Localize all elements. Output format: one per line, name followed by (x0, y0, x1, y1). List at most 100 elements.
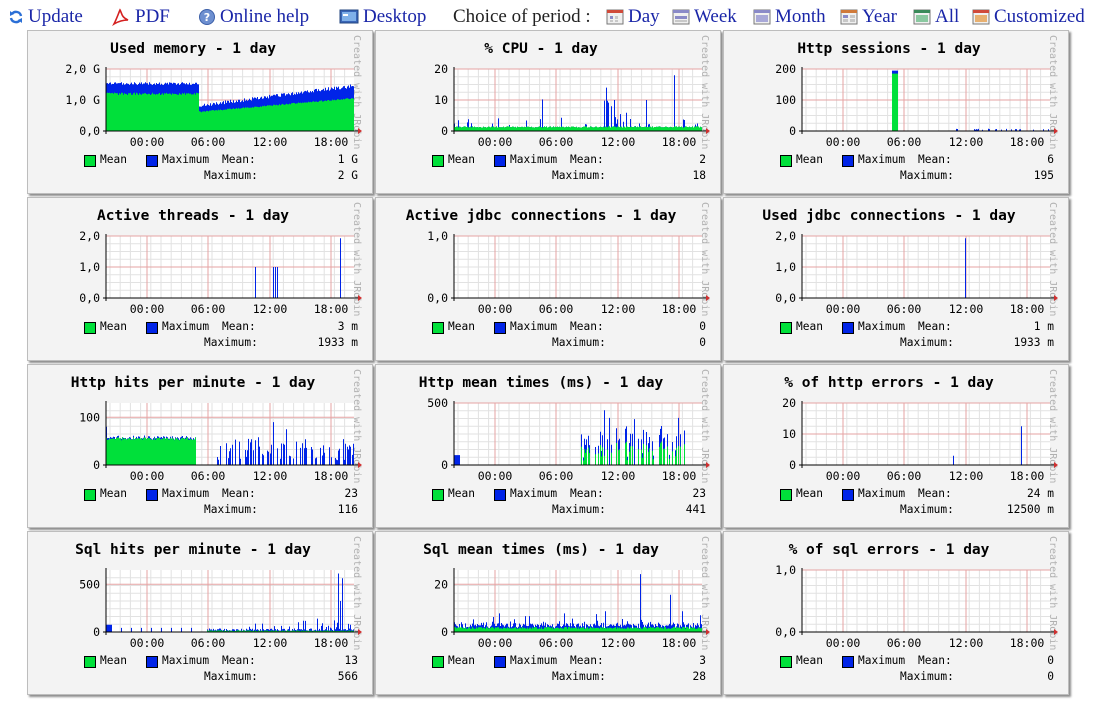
x-tick-label: 18:00 (662, 302, 697, 316)
chart-panel-sql-mean-times[interactable]: Sql mean times (ms) - 1 day Created with … (375, 531, 721, 695)
update-link[interactable]: Update (8, 5, 83, 29)
legend-maximum-label: Maximum (858, 487, 906, 500)
chart-panel-used-memory[interactable]: Used memory - 1 day Created with JRobin 00… (27, 30, 373, 194)
mean-value-label: Mean: (570, 320, 604, 333)
x-tick-label: 12:00 (949, 469, 984, 483)
y-tick-label: 10 (782, 427, 796, 441)
chart-panel-http-errors[interactable]: % of http errors - 1 day Created with JRo… (723, 364, 1069, 528)
legend-maximum-label: Maximum (510, 320, 558, 333)
x-axis-arrow (706, 462, 710, 468)
y-tick-label: 100 (775, 93, 796, 107)
x-axis-arrow (358, 295, 362, 301)
chart-legend: Mean Maximum Mean: 1 G Maximum: 2 G (84, 153, 364, 189)
chart-panel-cpu[interactable]: % CPU - 1 day Created with JRobin 00:00 06:… (375, 30, 721, 194)
chart-graph: 00:00 06:00 12:00 18:00 0 500 (427, 396, 710, 483)
online-help-link[interactable]: ? Online help (198, 5, 309, 29)
chart-panel-http-hits[interactable]: Http hits per minute - 1 day Created with… (27, 364, 373, 528)
jrobin-watermark: Created with JRobin (699, 35, 710, 150)
chart-graph: 00:00 06:00 12:00 18:00 0,0 1,0 2,0 (79, 229, 362, 316)
legend-maximum-label: Maximum (858, 654, 906, 667)
chart-title: Used jdbc connections - 1 day (762, 208, 1016, 224)
legend-maximum-label: Maximum (858, 320, 906, 333)
x-tick-label: 18:00 (1010, 636, 1045, 650)
y-tick-label: 2,0 (775, 229, 796, 243)
x-axis-arrow (1054, 295, 1058, 301)
x-tick-label: 06:00 (191, 302, 226, 316)
y-tick-label: 0 (93, 458, 100, 472)
desktop-link[interactable]: Desktop (339, 5, 426, 29)
chart-panel-http-mean-times[interactable]: Http mean times (ms) - 1 day Created with… (375, 364, 721, 528)
period-all[interactable]: All (913, 5, 959, 29)
mean-value-label: Mean: (918, 320, 952, 333)
period-day[interactable]: Day (606, 5, 660, 29)
chart-title: Http mean times (ms) - 1 day (418, 375, 664, 391)
x-tick-label: 18:00 (1010, 302, 1045, 316)
mean-value-label: Mean: (570, 153, 604, 166)
period-week[interactable]: Week (672, 5, 737, 29)
chart-panel-sql-errors[interactable]: % of sql errors - 1 day Created with JRob… (723, 531, 1069, 695)
x-tick-label: 06:00 (191, 469, 226, 483)
chart-panel-used-jdbc[interactable]: Used jdbc connections - 1 day Created wit… (723, 197, 1069, 361)
mean-series (454, 626, 702, 632)
legend-mean-label: Mean (448, 153, 475, 166)
maximum-swatch (494, 656, 506, 668)
mean-value: 6 (1047, 153, 1054, 166)
x-tick-label: 00:00 (130, 135, 165, 149)
y-tick-label: 0,0 (427, 291, 448, 305)
jrobin-watermark: Created with JRobin (699, 202, 710, 317)
legend-mean-label: Mean (796, 153, 823, 166)
chart-graph: 00:00 06:00 12:00 18:00 0 10 20 (782, 396, 1058, 483)
x-tick-label: 00:00 (478, 135, 513, 149)
x-tick-label: 00:00 (826, 469, 861, 483)
x-tick-label: 18:00 (1010, 469, 1045, 483)
legend-maximum-label: Maximum (162, 320, 210, 333)
chart-panel-active-threads[interactable]: Active threads - 1 day Created with JRobi… (27, 197, 373, 361)
mean-series (454, 441, 702, 465)
legend-mean-label: Mean (448, 487, 475, 500)
maximum-value: 0 (699, 336, 706, 349)
x-tick-label: 06:00 (191, 135, 226, 149)
chart-legend: Mean Maximum Mean: 13 Maximum: 566 (84, 654, 364, 690)
chart-title: % of http errors - 1 day (784, 375, 994, 391)
chart-legend: Mean Maximum Mean: 0 Maximum: 0 (780, 654, 1060, 690)
maximum-value-label: Maximum: (900, 670, 954, 683)
maximum-value-label: Maximum: (552, 336, 606, 349)
y-tick-label: 1,0 (427, 229, 448, 243)
maximum-swatch (146, 656, 158, 668)
jrobin-watermark: Created with JRobin (351, 35, 362, 150)
maximum-value: 441 (685, 503, 706, 516)
x-axis-arrow (358, 128, 362, 134)
toolbar: Update PDF ? Online help Desktop Choice … (0, 0, 1096, 34)
x-tick-label: 12:00 (949, 302, 984, 316)
chart-legend: Mean Maximum Mean: 3 m Maximum: 1933 m (84, 320, 364, 356)
period-customized[interactable]: Customized (972, 5, 1085, 29)
chart-panel-sql-hits[interactable]: Sql hits per minute - 1 day Created with … (27, 531, 373, 695)
x-axis-arrow (706, 295, 710, 301)
chart-legend: Mean Maximum Mean: 2 Maximum: 18 (432, 153, 712, 189)
x-tick-label: 12:00 (601, 469, 636, 483)
pdf-link[interactable]: PDF (111, 5, 170, 29)
y-tick-label: 500 (79, 577, 100, 591)
period-customized-label: Customized (994, 6, 1085, 27)
chart-legend: Mean Maximum Mean: 24 m Maximum: 12500 m (780, 487, 1060, 523)
x-axis-arrow (1054, 128, 1058, 134)
calendar-icon (753, 9, 771, 25)
jrobin-watermark: Created with JRobin (699, 536, 710, 651)
calendar-icon (606, 9, 624, 25)
desktop-icon (339, 9, 359, 24)
y-tick-label: 1,0 (775, 563, 796, 577)
legend-mean-label: Mean (100, 487, 127, 500)
period-year[interactable]: Year (840, 5, 897, 29)
mean-value: 3 (699, 654, 706, 667)
chart-panel-http-sessions[interactable]: Http sessions - 1 day Created with JRobin… (723, 30, 1069, 194)
maximum-value-label: Maximum: (552, 503, 606, 516)
chart-panel-active-jdbc[interactable]: Active jdbc connections - 1 day Created w… (375, 197, 721, 361)
legend-mean-label: Mean (796, 487, 823, 500)
x-tick-label: 06:00 (539, 469, 574, 483)
y-tick-label: 0,0 (775, 291, 796, 305)
period-month[interactable]: Month (753, 5, 826, 29)
chart-graph: 00:00 06:00 12:00 18:00 0,0 1,0 (775, 563, 1058, 650)
y-tick-label: 0 (441, 625, 448, 639)
refresh-icon (9, 10, 23, 24)
legend-mean-label: Mean (448, 654, 475, 667)
